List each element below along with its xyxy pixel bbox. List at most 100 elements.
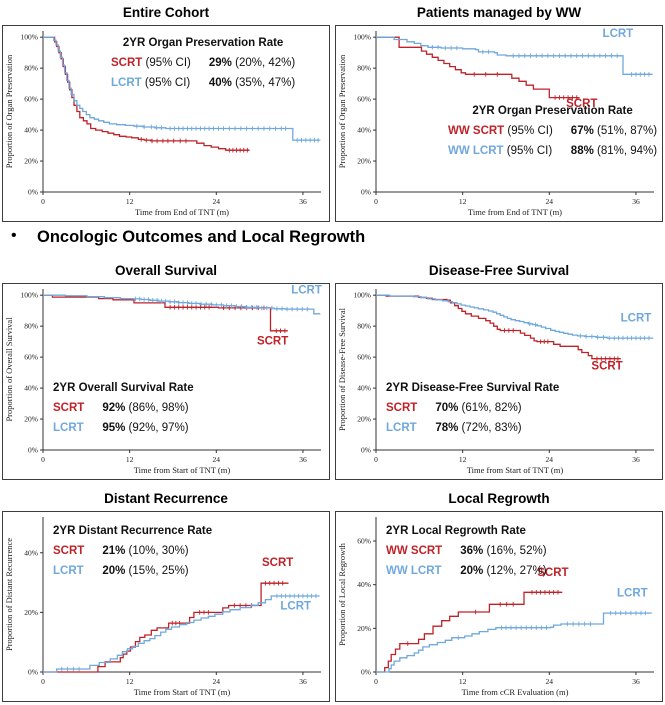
panel-overall-survival: Overall Survival 0% 20% 40% 60% 80% 100% 0 12 24… [2,261,330,480]
x-tick-label: 12 [126,677,134,686]
stats-grid: WW SCRT 36% (16%, 52%) WW LCRT 20% (12%,… [386,545,547,577]
stats-row-value: 88% (81%, 94%) [570,145,658,157]
km-chart-entire-cohort: 0% 20% 40% 60% 80% 100% 0 12 24 36 Time from End o… [4,31,321,217]
x-tick-label: 36 [299,677,307,686]
x-axis-label: Time from cCR Evaluation (m) [462,687,569,697]
y-tick-label: 60% [24,95,38,104]
y-tick-label: 0% [28,188,38,197]
x-tick-label: 24 [546,677,554,686]
series-label-scrt: SCRT [537,567,568,579]
stats-row-value: 70% (61%, 82%) [435,402,522,414]
y-tick-label: 100% [21,33,39,42]
stats-row-value: 92% (86%, 98%) [102,402,189,414]
stats-row-value: 20% (15%, 25%) [102,565,189,577]
x-tick-label: 12 [459,677,467,686]
chart-title: Patients managed by WW [416,5,582,20]
stats-grid: WW SCRT (95% CI) 67% (51%, 87%) WW LCRT … [448,125,657,157]
chart-title: Distant Recurrence [104,491,228,506]
section-heading-row: • Oncologic Outcomes and Local Regrowth [0,227,665,254]
stats-box: 2YR Disease-Free Survival Rate SCRT 70% … [386,382,559,434]
x-tick-label: 12 [126,455,134,464]
y-tick-label: 20% [24,157,38,166]
x-tick-label: 36 [632,197,640,206]
chart-frame: 0% 20% 40% 0 12 24 36 Time from Start of TNT (m… [2,511,330,702]
x-axis-label: Time from Start of TNT (m) [134,465,231,475]
y-tick-label: 60% [357,95,371,104]
stats-row-label: SCRT [386,402,418,414]
series-label-scrt: SCRT [257,336,288,348]
stats-row-value: 78% (72%, 83%) [435,422,522,434]
x-tick-label: 36 [299,197,307,206]
stats-row-value: 36% (16%, 52%) [460,545,547,557]
km-chart-distant-recurrence: 0% 20% 40% 0 12 24 36 Time from Start of TNT (m… [4,517,321,697]
y-tick-label: 20% [357,157,371,166]
stats-row-value: 21% (10%, 30%) [102,545,189,557]
series-scrt-line [376,294,621,360]
y-tick-label: 40% [357,126,371,135]
stats-box: 2YR Organ Preservation Rate WW SCRT (95%… [448,105,657,157]
stats-title: 2YR Local Regrowth Rate [386,525,526,537]
x-tick-label: 36 [299,455,307,464]
x-tick-label: 24 [213,197,221,206]
y-tick-label: 100% [354,33,372,42]
y-tick-label: 40% [24,548,38,557]
chart-title: Local Regrowth [448,491,550,506]
series-lcrt-line [376,612,652,673]
series-label-lcrt: LCRT [280,600,311,612]
stats-row-label: LCRT [53,565,84,577]
km-chart-local-regrowth: 0% 20% 40% 60% 0 12 24 36 Time from cCR Evaluati… [337,517,654,697]
x-tick-label: 36 [632,455,640,464]
stats-box: 2YR Distant Recurrence Rate SCRT 21% (10… [53,525,212,577]
series-label-scrt: SCRT [591,361,622,373]
y-axis-label: Proportion of Overall Survival [4,317,14,422]
x-tick-label: 12 [459,455,467,464]
stats-grid: SCRT 92% (86%, 98%) LCRT 95% (92%, 97%) [53,402,194,434]
series-label-lcrt: LCRT [603,28,634,40]
stats-row-label: LCRT (95% CI) [111,77,191,89]
chart-frame: 0% 20% 40% 60% 0 12 24 36 Time from cCR Evaluati… [335,511,663,702]
y-tick-label: 60% [24,353,38,362]
series-scrt-line [376,591,563,673]
stats-title: 2YR Distant Recurrence Rate [53,525,213,537]
x-axis-label: Time from End of TNT (m) [135,207,229,217]
y-tick-label: 80% [357,322,371,331]
chart-title: Entire Cohort [122,5,210,20]
chart-title: Overall Survival [114,263,218,278]
bullet-icon: • [11,227,17,244]
series-label-lcrt: LCRT [291,285,322,297]
stats-row-value: 40% (35%, 47%) [208,77,296,89]
x-tick-label: 12 [126,197,134,206]
y-tick-label: 100% [354,291,372,300]
series-lcrt-line [43,595,320,673]
stats-row-label: SCRT (95% CI) [111,57,191,69]
y-axis-label: Proportion of Disease-Free Survival [337,307,347,431]
stats-grid: SCRT 21% (10%, 30%) LCRT 20% (15%, 25%) [53,545,212,577]
x-tick-label: 0 [41,455,45,464]
stats-box: 2YR Organ Preservation Rate SCRT (95% CI… [111,37,295,89]
chart-frame: 0% 20% 40% 60% 80% 100% 0 12 24 36 Time from End o… [2,25,330,222]
y-tick-label: 40% [24,126,38,135]
stats-title: 2YR Disease-Free Survival Rate [386,382,560,394]
panel-ww-cohort: Patients managed by WW 0% 20% 40% 60% 80% 100… [335,3,663,222]
series-label-scrt: SCRT [262,557,293,569]
x-axis-label: Time from Start of TNT (m) [467,465,564,475]
stats-row-value: 67% (51%, 87%) [570,125,658,137]
stats-grid: SCRT 70% (61%, 82%) LCRT 78% (72%, 83%) [386,402,559,434]
stats-row-label: WW LCRT (95% CI) [448,145,553,157]
series-scrt-line [43,582,289,673]
stats-grid: SCRT (95% CI) 29% (20%, 42%) LCRT (95% C… [111,57,295,89]
stats-row-label: WW LCRT [386,565,442,577]
y-tick-label: 40% [357,384,371,393]
y-axis-label: Proportion of Distant Recurrence [4,538,14,651]
stats-row-label: LCRT [386,422,417,434]
stats-row-label: SCRT [53,402,85,414]
stats-row-value: 29% (20%, 42%) [208,57,296,69]
y-tick-label: 20% [24,415,38,424]
series-label-lcrt: LCRT [617,588,648,600]
series-label-scrt: SCRT [566,98,597,110]
x-tick-label: 24 [546,197,554,206]
stats-row-label: SCRT [53,545,85,557]
km-chart-overall-survival: 0% 20% 40% 60% 80% 100% 0 12 24 36 Time from Start… [4,285,322,475]
stats-box: 2YR Local Regrowth Rate WW SCRT 36% (16%… [386,525,547,577]
